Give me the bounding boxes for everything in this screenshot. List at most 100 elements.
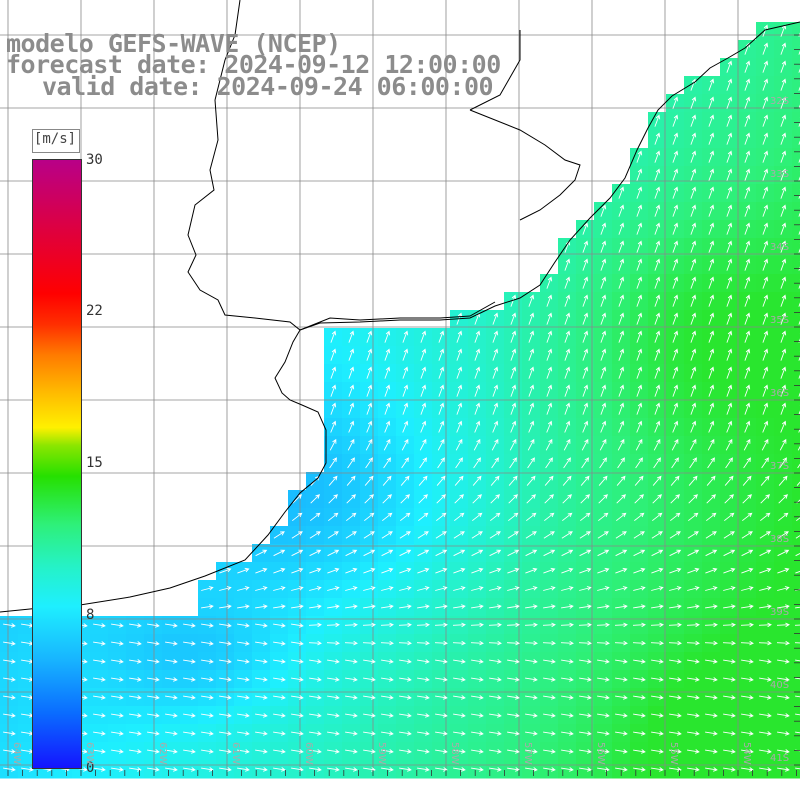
wind-arrow: [525, 767, 538, 772]
wind-arrow: [345, 731, 358, 736]
wind-arrow: [399, 713, 412, 718]
wind-arrow: [183, 713, 196, 718]
wind-arrow: [741, 713, 754, 718]
wind-arrow: [724, 475, 734, 486]
wind-arrow: [795, 659, 800, 662]
wind-arrow: [633, 731, 646, 736]
wind-arrow: [201, 695, 214, 700]
wind-arrow: [471, 749, 484, 754]
wind-arrow: [528, 312, 535, 325]
wind-arrow: [669, 695, 682, 700]
wind-arrow: [744, 168, 751, 181]
wind-arrow: [93, 659, 106, 664]
wind-arrow: [616, 475, 626, 486]
wind-arrow: [582, 384, 589, 397]
wind-arrow: [345, 549, 358, 557]
wind-arrow: [561, 731, 574, 736]
wind-arrow: [615, 713, 628, 718]
wind-arrow: [780, 204, 787, 217]
wind-arrow: [561, 604, 574, 609]
wind-arrow: [707, 457, 715, 469]
wind-arrow: [690, 96, 697, 109]
wind-arrow: [706, 512, 717, 522]
wind-cell: [792, 670, 800, 689]
wind-arrow: [291, 749, 304, 754]
wind-arrow: [452, 622, 466, 628]
wind-arrow: [615, 731, 628, 736]
wind-arrow: [348, 402, 355, 415]
wind-arrow: [273, 623, 286, 628]
wind-arrow: [506, 622, 520, 628]
wind-arrow: [456, 330, 463, 343]
wind-arrow: [363, 604, 376, 609]
wind-arrow: [723, 731, 736, 736]
wind-arrow: [671, 438, 679, 451]
wind-arrow: [690, 258, 697, 271]
wind-arrow: [417, 749, 430, 754]
wind-arrow: [651, 549, 664, 557]
wind-arrow: [669, 713, 682, 718]
wind-arrow: [741, 659, 754, 664]
wind-arrow: [615, 677, 628, 682]
wind-arrow: [219, 731, 232, 736]
wind-arrow: [309, 767, 322, 772]
wind-arrow: [471, 604, 484, 609]
wind-arrow: [543, 549, 556, 557]
wind-arrow: [546, 330, 553, 343]
wind-arrow: [654, 366, 661, 379]
wind-cell: [792, 544, 800, 563]
wind-arrow: [219, 695, 232, 700]
wind-arrow: [183, 695, 196, 700]
wind-arrow: [762, 312, 769, 325]
wind-arrow: [362, 622, 376, 628]
wind-arrow: [759, 749, 772, 754]
wind-arrow: [490, 494, 500, 504]
wind-arrow: [708, 258, 715, 271]
wind-arrow: [471, 767, 484, 772]
wind-arrow: [543, 586, 556, 591]
wind-arrow: [690, 186, 697, 199]
wind-arrow: [111, 731, 124, 736]
wind-arrow: [417, 567, 430, 574]
wind-arrow: [672, 366, 679, 379]
wind-arrow: [454, 494, 464, 504]
colorbar-tick: 0: [86, 760, 95, 776]
wind-cell: [792, 418, 800, 437]
wind-cell: [792, 328, 800, 347]
wind-arrow: [147, 731, 160, 736]
wind-arrow: [273, 695, 286, 700]
wind-arrow: [542, 640, 556, 646]
wind-arrow: [795, 606, 800, 609]
wind-arrow: [544, 475, 554, 486]
wind-arrow: [597, 567, 610, 574]
wind-arrow: [672, 204, 679, 217]
wind-arrow: [654, 294, 661, 307]
wind-arrow: [564, 384, 571, 397]
wind-arrow: [255, 713, 268, 718]
wind-arrow: [780, 168, 787, 181]
wind-arrow: [795, 767, 800, 770]
wind-arrow: [147, 659, 160, 664]
wind-arrow: [618, 384, 625, 397]
wind-arrow: [724, 494, 734, 504]
wind-arrow: [600, 204, 607, 217]
wind-arrow: [723, 604, 736, 609]
wind-arrow: [384, 330, 391, 343]
wind-arrow: [564, 420, 571, 433]
longitude-label: 58W: [449, 742, 460, 765]
wind-arrow: [744, 204, 751, 217]
wind-arrow: [579, 767, 592, 772]
wind-cell: [792, 184, 800, 203]
wind-arrow: [758, 640, 772, 646]
wind-arrow: [780, 348, 787, 361]
wind-arrow: [273, 749, 286, 754]
wind-arrow: [435, 695, 448, 700]
wind-arrow: [201, 713, 214, 718]
wind-arrow: [672, 384, 679, 397]
wind-arrow: [525, 604, 538, 609]
wind-arrow: [759, 586, 772, 591]
latitude-label: 34S: [770, 242, 790, 253]
wind-arrow: [653, 438, 661, 451]
wind-arrow: [762, 96, 769, 109]
wind-arrow: [453, 604, 466, 609]
